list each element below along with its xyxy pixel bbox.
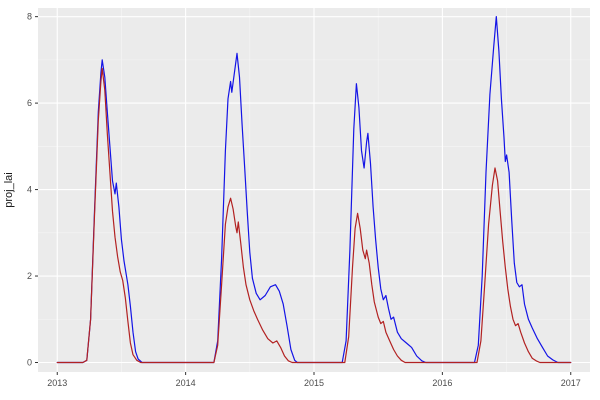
y-axis-tick-label: 2 <box>27 271 32 281</box>
y-axis-tick-label: 4 <box>27 185 32 195</box>
x-axis-tick-label: 2016 <box>432 378 452 388</box>
x-axis-tick-label: 2014 <box>176 378 196 388</box>
y-axis-label: proj_lai <box>3 172 15 207</box>
y-axis-tick-label: 6 <box>27 98 32 108</box>
y-axis-tick-label: 0 <box>27 357 32 367</box>
y-axis-tick-label: 8 <box>27 12 32 22</box>
red-series-line <box>56 67 572 364</box>
x-axis-tick-label: 2015 <box>304 378 324 388</box>
x-axis-tick-label: 2017 <box>561 378 581 388</box>
x-axis-tick-label: 2013 <box>47 378 67 388</box>
